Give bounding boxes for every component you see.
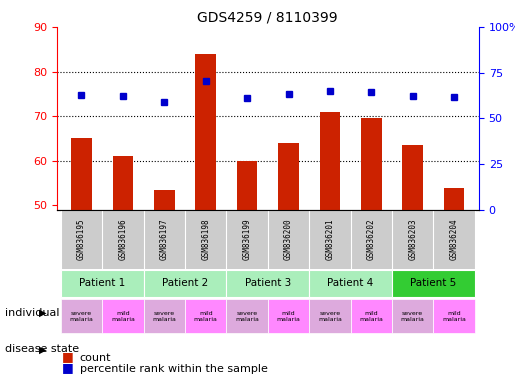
Text: GSM836198: GSM836198 (201, 218, 210, 260)
Text: ▶: ▶ (39, 308, 46, 318)
Text: severe
malaria: severe malaria (401, 311, 425, 321)
Text: percentile rank within the sample: percentile rank within the sample (80, 364, 268, 374)
Text: GSM836203: GSM836203 (408, 218, 417, 260)
Bar (154, 190, 175, 210)
FancyBboxPatch shape (144, 210, 185, 269)
FancyBboxPatch shape (434, 299, 475, 333)
Text: count: count (80, 353, 111, 363)
Text: Patient 3: Patient 3 (245, 278, 291, 288)
Text: GSM836199: GSM836199 (243, 218, 252, 260)
Text: ■: ■ (62, 350, 74, 363)
Text: Patient 4: Patient 4 (328, 278, 374, 288)
FancyBboxPatch shape (309, 270, 392, 297)
FancyBboxPatch shape (102, 299, 144, 333)
Text: GSM836195: GSM836195 (77, 218, 86, 260)
Bar (113, 156, 133, 210)
FancyBboxPatch shape (144, 270, 227, 297)
Text: disease state: disease state (5, 344, 79, 354)
FancyBboxPatch shape (227, 299, 268, 333)
FancyBboxPatch shape (392, 210, 434, 269)
FancyBboxPatch shape (309, 299, 351, 333)
FancyBboxPatch shape (185, 299, 227, 333)
Text: GSM836197: GSM836197 (160, 218, 169, 260)
FancyBboxPatch shape (227, 270, 309, 297)
Text: severe
malaria: severe malaria (318, 311, 342, 321)
Text: GSM836200: GSM836200 (284, 218, 293, 260)
Text: Patient 5: Patient 5 (410, 278, 456, 288)
Bar (71, 139, 92, 210)
Text: GSM836196: GSM836196 (118, 218, 127, 260)
FancyBboxPatch shape (351, 210, 392, 269)
FancyBboxPatch shape (268, 299, 309, 333)
Bar (278, 143, 299, 210)
Text: individual: individual (5, 308, 60, 318)
FancyBboxPatch shape (392, 270, 475, 297)
Bar (402, 145, 423, 210)
Bar (195, 54, 216, 210)
FancyBboxPatch shape (102, 210, 144, 269)
FancyBboxPatch shape (434, 210, 475, 269)
FancyBboxPatch shape (61, 299, 102, 333)
Title: GDS4259 / 8110399: GDS4259 / 8110399 (197, 10, 338, 24)
FancyBboxPatch shape (61, 270, 144, 297)
FancyBboxPatch shape (61, 210, 102, 269)
Text: Patient 1: Patient 1 (79, 278, 125, 288)
Text: GSM836201: GSM836201 (325, 218, 334, 260)
Bar (319, 112, 340, 210)
Text: ■: ■ (62, 361, 74, 374)
Text: severe
malaria: severe malaria (235, 311, 259, 321)
FancyBboxPatch shape (227, 210, 268, 269)
FancyBboxPatch shape (268, 210, 309, 269)
Text: severe
malaria: severe malaria (70, 311, 93, 321)
Bar (444, 187, 465, 210)
Text: ▶: ▶ (39, 344, 46, 354)
FancyBboxPatch shape (185, 210, 227, 269)
Text: mild
malaria: mild malaria (277, 311, 300, 321)
FancyBboxPatch shape (351, 299, 392, 333)
Text: mild
malaria: mild malaria (359, 311, 383, 321)
FancyBboxPatch shape (144, 299, 185, 333)
Bar (361, 118, 382, 210)
Text: mild
malaria: mild malaria (442, 311, 466, 321)
Text: mild
malaria: mild malaria (194, 311, 218, 321)
Text: Patient 2: Patient 2 (162, 278, 208, 288)
Text: GSM836202: GSM836202 (367, 218, 376, 260)
FancyBboxPatch shape (392, 299, 434, 333)
Bar (237, 161, 258, 210)
Text: mild
malaria: mild malaria (111, 311, 135, 321)
Text: severe
malaria: severe malaria (152, 311, 176, 321)
Text: GSM836204: GSM836204 (450, 218, 459, 260)
FancyBboxPatch shape (309, 210, 351, 269)
